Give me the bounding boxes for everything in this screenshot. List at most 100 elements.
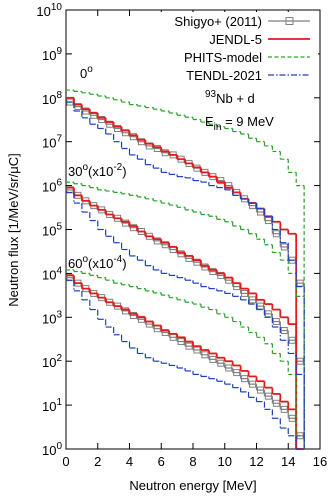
data-marker [161,149,169,157]
data-marker [280,243,288,251]
y-tick-exponent: 0 [56,441,62,452]
y-tick-label: 108 [42,90,62,107]
histogram-curve [66,269,305,449]
data-marker [201,351,209,359]
annotation: 60o(x10-4) [68,254,127,271]
x-tick-label: 4 [126,454,133,469]
annotation-part: o [82,162,88,173]
data-marker [74,103,82,111]
y-tick-label: 105 [42,222,62,239]
y-tick-exponent: 6 [56,178,62,189]
annotation-part: (x10 [88,256,113,271]
annotation-part: ) [122,256,126,271]
data-marker [153,237,161,245]
data-marker [264,217,272,225]
data-marker [272,318,280,326]
y-tick-label: 109 [42,46,62,63]
data-marker [185,342,193,350]
data-marker [122,219,130,227]
data-marker [137,138,145,146]
data-marker [177,250,185,258]
y-tick-label: 1010 [36,2,62,19]
histogram-curve [66,101,305,449]
y-tick-base: 10 [42,92,56,107]
data-marker [272,399,280,407]
y-tick-label: 103 [42,309,62,326]
data-marker [233,369,241,377]
x-tick-label: 14 [281,454,295,469]
data-marker [264,392,272,400]
data-marker [296,357,304,365]
annotation-part: 60 [68,256,82,271]
x-tick-label: 2 [94,454,101,469]
histogram-curve [66,191,305,449]
data-marker [217,271,225,279]
data-marker [161,241,169,249]
annotation-part: ) [122,164,126,179]
y-tick-base: 10 [42,224,56,239]
x-tick-label: 16 [313,454,327,469]
annotation-part: = 9 MeV [221,114,274,129]
annotation-part: -4 [113,254,122,265]
y-tick-base: 10 [42,443,56,458]
data-marker [249,380,257,388]
y-tick-base: 10 [42,136,56,151]
y-tick-exponent: 9 [56,46,62,57]
y-tick-label: 101 [42,397,62,414]
histogram-curve [66,274,305,450]
annotation-part: o [87,64,93,75]
x-tick-label: 10 [218,454,232,469]
y-tick-exponent: 7 [56,134,62,145]
data-marker [280,327,288,335]
legend-label: PHITS-model [184,50,262,65]
data-marker [177,338,185,346]
y-tick-label: 107 [42,134,62,151]
x-tick-label: 8 [189,454,196,469]
histogram-curve [66,186,305,450]
annotation: 0o [80,64,93,81]
data-marker [114,124,122,132]
y-tick-exponent: 2 [56,353,62,364]
data-marker [280,405,288,413]
data-marker [129,311,137,319]
data-marker [209,355,217,363]
legend-label: Shigyo+ (2011) [174,14,262,29]
y-tick-base: 10 [42,399,56,414]
y-tick-exponent: 1 [56,397,62,408]
y-tick-base: 10 [42,355,56,370]
data-marker [209,268,217,276]
annotation: 93Nb + d [205,89,255,106]
annotation-part: Nb + d [216,91,255,106]
data-marker [193,258,201,266]
y-tick-base: 10 [42,180,56,195]
y-tick-label: 102 [42,353,62,370]
data-marker [288,336,296,344]
x-tick-label: 12 [249,454,263,469]
data-marker [225,364,233,372]
data-marker [82,107,90,115]
y-tick-exponent: 3 [56,309,62,320]
y-tick-base: 10 [42,48,56,63]
y-tick-base: 10 [36,4,50,19]
y-tick-base: 10 [42,311,56,326]
histogram-curve [66,279,305,450]
annotation: Ein = 9 MeV [205,114,274,133]
data-marker [129,133,137,141]
legend-label: TENDL-2021 [186,68,262,83]
data-marker [98,116,106,124]
data-marker [122,307,130,315]
y-tick-exponent: 4 [56,265,62,276]
data-marker [129,224,137,232]
legend-marker [285,17,294,25]
data-marker [272,230,280,238]
data-marker [201,263,209,271]
y-tick-base: 10 [42,267,56,282]
y-tick-exponent: 5 [56,222,62,233]
data-marker [256,386,264,394]
data-marker [137,315,145,323]
data-marker [241,375,249,383]
annotation-part: (x10 [88,164,113,179]
y-tick-label: 100 [42,441,62,458]
y-tick-label: 104 [42,265,62,282]
